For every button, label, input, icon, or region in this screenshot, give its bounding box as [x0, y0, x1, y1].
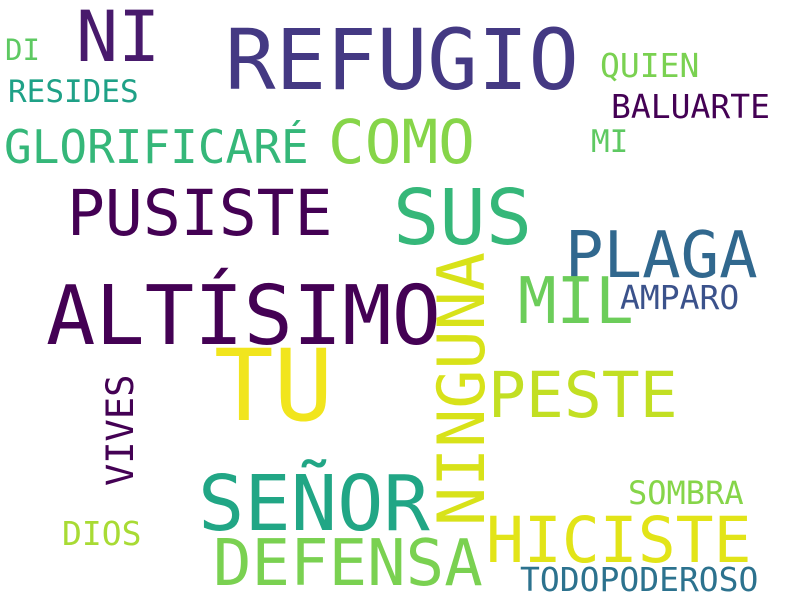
word-dios: DIOS — [62, 514, 142, 553]
word-refugio: REFUGIO — [225, 11, 580, 109]
word-glorificare: GLORIFICARÉ — [4, 120, 309, 174]
word-como: COMO — [328, 107, 475, 178]
word-plaga: PLAGA — [565, 219, 758, 293]
word-altisimo: ALTÍSIMO — [46, 269, 441, 364]
word-amparo: AMPARO — [620, 278, 740, 317]
word-di: DI — [5, 33, 40, 67]
word-pusiste: PUSISTE — [67, 177, 333, 250]
word-baluarte: BALUARTE — [611, 87, 770, 126]
word-sombra: SOMBRA — [628, 474, 744, 512]
word-defensa: DEFENSA — [213, 527, 483, 601]
word-peste: PESTE — [488, 359, 678, 432]
word-ninguna: NINGUNA — [425, 252, 500, 526]
word-hiciste: HICISTE — [486, 504, 752, 577]
word-senor: SEÑOR — [198, 460, 430, 549]
word-quien: QUIEN — [600, 46, 700, 85]
word-todopoderoso: TODOPODEROSO — [520, 560, 759, 599]
word-ni: NI — [76, 0, 161, 78]
word-mi-small: MI — [591, 124, 629, 160]
word-vives: VIVES — [99, 374, 142, 486]
word-sus: SUS — [393, 174, 533, 263]
word-resides: RESIDES — [8, 74, 139, 110]
word-mil: MIL — [518, 265, 634, 339]
word-tu: TU — [214, 329, 334, 444]
